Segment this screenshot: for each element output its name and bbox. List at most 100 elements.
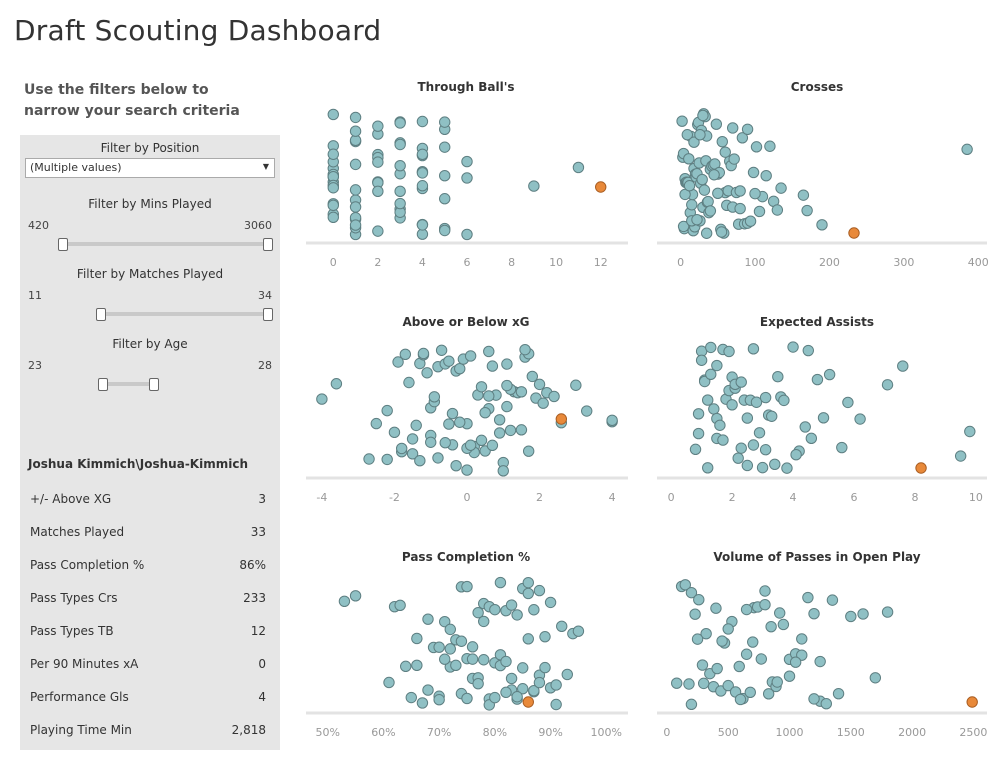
- x-tick-label: 2: [536, 491, 543, 504]
- player-point: [528, 684, 540, 697]
- player-point: [679, 579, 691, 591]
- matches-slider-track[interactable]: [100, 312, 268, 316]
- through-balls-scatter[interactable]: 0 2 4 6 8 10 12: [306, 104, 628, 274]
- player-point: [826, 594, 839, 606]
- player-point: [433, 694, 445, 706]
- player-point: [444, 623, 456, 636]
- highlighted-player-point: [848, 227, 860, 239]
- above-below-xg-scatter[interactable]: -4 -2 0 2 4: [306, 339, 628, 509]
- player-point: [734, 693, 747, 706]
- player-point: [383, 676, 395, 689]
- player-point: [500, 655, 512, 668]
- player-point: [736, 132, 749, 144]
- player-point: [759, 585, 771, 597]
- player-point: [747, 636, 759, 648]
- mins-slider-min-handle[interactable]: [58, 238, 68, 251]
- player-point: [702, 394, 714, 406]
- player-point: [697, 109, 709, 122]
- player-point: [961, 143, 973, 156]
- mins-range-min: 420: [28, 219, 49, 232]
- player-point: [715, 226, 728, 238]
- player-point: [756, 461, 769, 474]
- position-select[interactable]: (Multiple values) ▼: [25, 158, 275, 178]
- player-point: [461, 692, 473, 705]
- player-point: [732, 452, 744, 464]
- player-point: [817, 412, 830, 424]
- age-slider-track[interactable]: [102, 382, 154, 386]
- player-point: [394, 197, 406, 210]
- chart-title-above-below-xg: Above or Below xG: [402, 315, 530, 329]
- age-range-max: 28: [258, 359, 272, 372]
- x-tick-label: 0: [677, 256, 684, 269]
- stat-label: Pass Completion %: [30, 558, 145, 572]
- player-point: [497, 465, 509, 477]
- player-point: [395, 442, 408, 455]
- player-point: [394, 160, 406, 172]
- player-point: [444, 643, 456, 655]
- player-point: [533, 584, 546, 597]
- player-point: [691, 213, 703, 226]
- x-tick-label: 2000: [898, 726, 926, 739]
- player-point: [801, 204, 813, 217]
- pass-completion-scatter[interactable]: 50% 60% 70% 80% 90% 100%: [306, 574, 628, 744]
- player-point: [349, 184, 362, 196]
- matches-slider-max-handle[interactable]: [263, 308, 273, 321]
- player-point: [472, 677, 484, 690]
- mins-slider-max-handle[interactable]: [263, 238, 273, 251]
- mins-slider-track[interactable]: [62, 242, 268, 246]
- player-point: [556, 620, 568, 632]
- age-slider-max-handle[interactable]: [149, 378, 159, 391]
- player-point: [710, 118, 723, 130]
- x-tick-label: 4: [419, 256, 426, 269]
- player-point: [696, 659, 709, 671]
- player-point: [528, 180, 540, 192]
- player-point: [744, 215, 757, 227]
- player-point: [338, 595, 351, 608]
- player-point: [857, 608, 869, 620]
- x-tick-label: 10: [549, 256, 563, 269]
- player-point: [548, 390, 560, 403]
- passes-open-play-scatter[interactable]: 0 500 1000 1500 2000 2500: [657, 574, 987, 744]
- player-point: [388, 426, 401, 439]
- player-point: [753, 205, 766, 218]
- player-point: [692, 408, 705, 420]
- player-point: [832, 687, 845, 700]
- player-point: [372, 185, 384, 198]
- player-point: [733, 660, 745, 673]
- player-point: [747, 439, 760, 451]
- crosses-scatter[interactable]: 0 100 200 300 400: [657, 104, 989, 274]
- player-point: [808, 693, 820, 705]
- x-tick-label: 100%: [591, 726, 622, 739]
- player-point: [771, 676, 783, 688]
- player-point: [411, 632, 423, 645]
- player-point: [439, 141, 451, 153]
- player-point: [717, 434, 729, 446]
- player-point: [735, 376, 747, 388]
- player-point: [381, 404, 393, 417]
- player-point: [478, 654, 490, 666]
- x-tick-label: 200: [819, 256, 840, 269]
- highlighted-player-point: [522, 696, 534, 708]
- x-tick-label: 400: [968, 256, 989, 269]
- player-point: [519, 343, 531, 356]
- x-tick-label: 0: [668, 491, 675, 504]
- age-range-min: 23: [28, 359, 42, 372]
- dropdown-arrow-icon: ▼: [262, 162, 269, 171]
- player-point: [400, 660, 412, 673]
- matches-slider-min-handle[interactable]: [96, 308, 106, 321]
- player-point: [759, 444, 772, 456]
- player-point: [505, 672, 518, 685]
- stat-value: 4: [258, 690, 266, 704]
- player-point: [363, 453, 375, 465]
- expected-assists-scatter[interactable]: 0 2 4 6 8 10: [657, 339, 987, 509]
- highlighted-player-point: [966, 696, 978, 708]
- player-point: [683, 678, 695, 690]
- player-point: [411, 659, 423, 672]
- age-slider-min-handle[interactable]: [98, 378, 108, 391]
- player-point: [327, 211, 339, 223]
- player-point: [439, 193, 451, 205]
- player-point: [816, 219, 828, 231]
- player-point: [422, 684, 434, 696]
- player-point: [775, 182, 787, 194]
- player-point: [539, 630, 551, 643]
